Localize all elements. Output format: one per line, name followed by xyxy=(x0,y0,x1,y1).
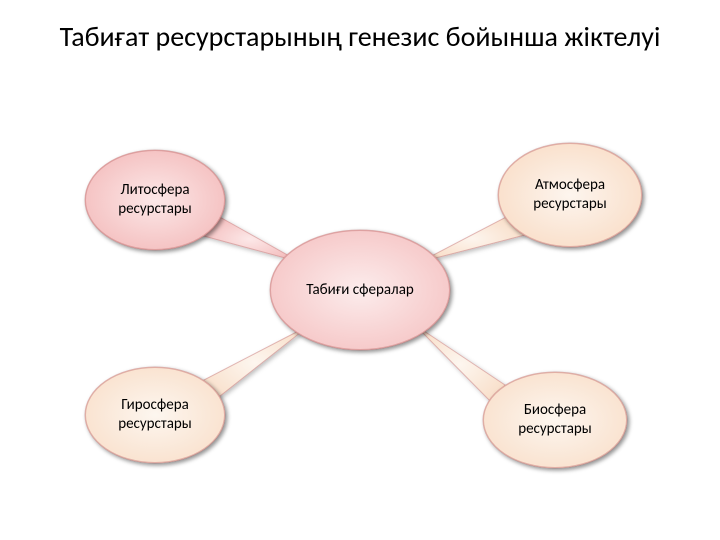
atmosphere-node: Атмосфера ресурстары xyxy=(498,143,642,247)
center-node: Табиғи сфералар xyxy=(270,230,450,350)
biosphere-node: Биосфера ресурстары xyxy=(483,372,627,468)
tail-hydrosphere xyxy=(200,325,310,400)
biosphere-label: Биосфера ресурстары xyxy=(484,397,626,443)
tail-biosphere xyxy=(415,325,505,403)
hydrosphere-node: Гиросфера ресурстары xyxy=(85,367,225,463)
center-label: Табиғи сфералар xyxy=(302,277,418,304)
atmosphere-label: Атмосфера ресурстары xyxy=(499,172,641,218)
hydrosphere-label: Гиросфера ресурстары xyxy=(86,392,224,438)
lithosphere-node: Литосфера ресурстары xyxy=(85,150,225,250)
lithosphere-label: Литосфера ресурстары xyxy=(86,177,224,223)
